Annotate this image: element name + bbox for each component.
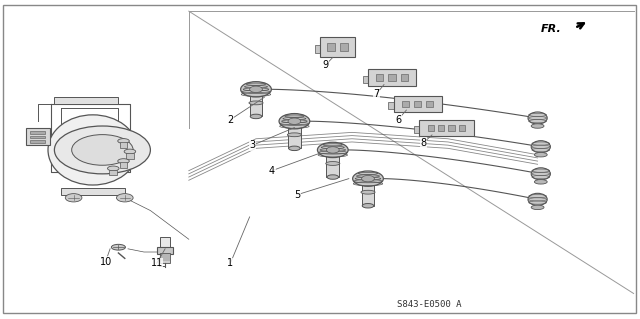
Bar: [401, 74, 408, 81]
Bar: [30, 131, 45, 134]
Text: 3: 3: [250, 140, 256, 150]
Text: 1: 1: [227, 258, 234, 268]
Bar: [160, 237, 170, 249]
Ellipse shape: [241, 82, 271, 97]
Ellipse shape: [108, 166, 119, 171]
Circle shape: [326, 147, 339, 153]
Polygon shape: [362, 180, 374, 206]
Ellipse shape: [534, 180, 547, 184]
Text: 2: 2: [227, 115, 234, 125]
Bar: [320, 37, 355, 57]
Ellipse shape: [289, 146, 300, 151]
Ellipse shape: [531, 168, 550, 180]
Bar: [394, 96, 442, 112]
Bar: [327, 43, 335, 51]
Bar: [126, 153, 134, 159]
Bar: [363, 76, 369, 83]
Bar: [30, 136, 45, 138]
Bar: [61, 188, 125, 195]
Ellipse shape: [531, 205, 544, 210]
Bar: [120, 162, 127, 168]
Ellipse shape: [528, 193, 547, 205]
Ellipse shape: [111, 244, 125, 250]
Text: 9: 9: [322, 60, 328, 70]
Bar: [388, 102, 395, 108]
Ellipse shape: [118, 159, 129, 164]
Bar: [26, 128, 50, 145]
Text: 10: 10: [99, 256, 112, 267]
Ellipse shape: [534, 152, 547, 157]
Bar: [376, 74, 383, 81]
Text: 5: 5: [294, 189, 301, 200]
Bar: [54, 97, 118, 104]
Ellipse shape: [124, 149, 136, 154]
Circle shape: [250, 86, 262, 93]
Bar: [419, 120, 474, 136]
Ellipse shape: [362, 204, 374, 208]
Text: 7: 7: [373, 89, 380, 99]
Ellipse shape: [317, 142, 348, 158]
Bar: [414, 101, 421, 107]
Bar: [109, 170, 117, 175]
Ellipse shape: [361, 190, 375, 194]
Circle shape: [72, 135, 133, 165]
Bar: [157, 247, 173, 254]
Circle shape: [116, 194, 133, 202]
Bar: [388, 74, 396, 81]
Bar: [414, 126, 420, 132]
Bar: [449, 125, 454, 131]
Ellipse shape: [528, 112, 547, 124]
Bar: [368, 69, 416, 86]
Circle shape: [362, 175, 374, 182]
Ellipse shape: [250, 114, 262, 119]
Text: 6: 6: [395, 115, 401, 125]
Bar: [426, 101, 433, 107]
Text: FR.: FR.: [541, 24, 562, 34]
Ellipse shape: [327, 175, 339, 179]
Ellipse shape: [118, 138, 129, 144]
Ellipse shape: [531, 141, 550, 153]
Bar: [160, 253, 170, 263]
Ellipse shape: [287, 133, 301, 137]
Ellipse shape: [326, 161, 340, 165]
Ellipse shape: [531, 124, 544, 128]
Polygon shape: [288, 123, 301, 148]
Circle shape: [54, 126, 150, 174]
Bar: [402, 101, 409, 107]
Bar: [340, 43, 348, 51]
Text: S843-E0500 A: S843-E0500 A: [397, 300, 461, 309]
Bar: [438, 125, 444, 131]
Circle shape: [288, 118, 301, 124]
Bar: [315, 45, 321, 53]
Ellipse shape: [48, 115, 138, 185]
Bar: [459, 125, 465, 131]
Ellipse shape: [249, 101, 263, 105]
Polygon shape: [326, 152, 339, 177]
Text: 4: 4: [269, 166, 275, 176]
Bar: [428, 125, 434, 131]
Circle shape: [65, 194, 82, 202]
Polygon shape: [250, 91, 262, 116]
Ellipse shape: [353, 171, 383, 186]
Bar: [30, 140, 45, 143]
Text: 8: 8: [420, 137, 427, 148]
Text: 11: 11: [150, 258, 163, 268]
Ellipse shape: [279, 114, 310, 129]
Bar: [120, 142, 127, 148]
